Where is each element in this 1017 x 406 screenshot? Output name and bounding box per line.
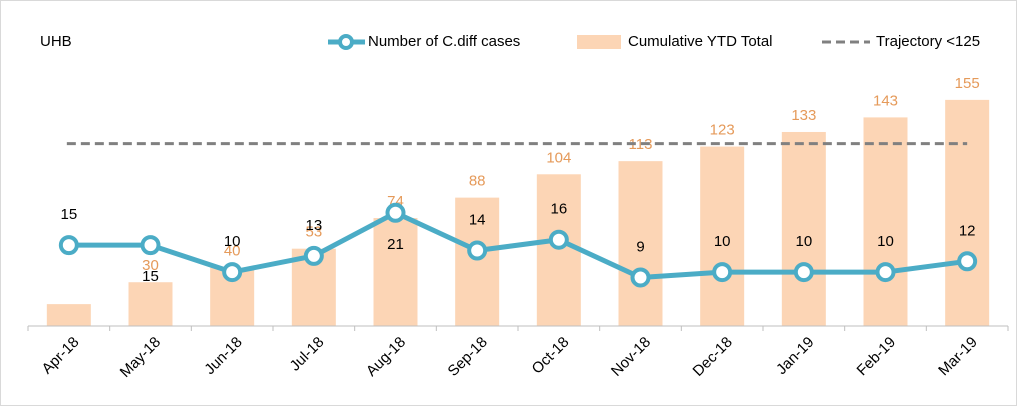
bar <box>128 282 173 326</box>
bar <box>455 197 500 326</box>
line-label: 9 <box>636 238 644 255</box>
line-label: 15 <box>60 206 77 223</box>
cases-marker <box>303 245 324 266</box>
line-label: 10 <box>224 233 241 250</box>
legend-swatch <box>577 35 621 49</box>
bar-label: 88 <box>469 173 486 190</box>
line-label: 21 <box>387 236 404 253</box>
bar-label: 123 <box>710 122 735 139</box>
bar <box>618 161 663 326</box>
bar-label: 155 <box>955 75 980 92</box>
legend-marker <box>338 34 354 50</box>
bar-label: 133 <box>791 107 816 124</box>
cases-marker <box>140 235 161 256</box>
bar <box>863 117 908 326</box>
line-label: 10 <box>795 233 812 250</box>
cases-line <box>68 210 968 280</box>
line-label: 16 <box>550 201 567 218</box>
cases-marker <box>467 240 488 261</box>
bar-label: 104 <box>546 149 571 166</box>
bar-label: 30 <box>142 257 159 274</box>
cases-marker <box>548 229 569 250</box>
legend-label: Number of C.diff cases <box>368 33 520 50</box>
bar <box>536 174 581 326</box>
cases-marker <box>222 262 243 283</box>
cases-marker <box>793 262 814 283</box>
bar <box>46 304 91 326</box>
legend-label: Cumulative YTD Total <box>628 33 773 50</box>
line-label: 10 <box>877 233 894 250</box>
cases-marker <box>875 262 896 283</box>
bar <box>945 99 990 326</box>
bar-label: 53 <box>305 224 322 241</box>
chart-title: UHB <box>40 33 72 50</box>
cases-marker <box>712 262 733 283</box>
bar <box>373 218 418 326</box>
cases-marker <box>58 235 79 256</box>
line-label: 10 <box>714 233 731 250</box>
bar <box>700 146 745 326</box>
cases-marker <box>957 251 978 272</box>
bar <box>781 131 826 326</box>
line-label: 13 <box>305 217 322 234</box>
line-label: 15 <box>142 268 159 285</box>
bar-label: 143 <box>873 92 898 109</box>
legend-label: Trajectory <125 <box>876 33 980 50</box>
line-label: 12 <box>959 222 976 239</box>
line-label: 14 <box>469 211 486 228</box>
cases-marker <box>630 267 651 288</box>
bar-label: 40 <box>224 243 241 260</box>
cases-marker <box>385 202 406 223</box>
bar-label: 113 <box>629 136 653 153</box>
